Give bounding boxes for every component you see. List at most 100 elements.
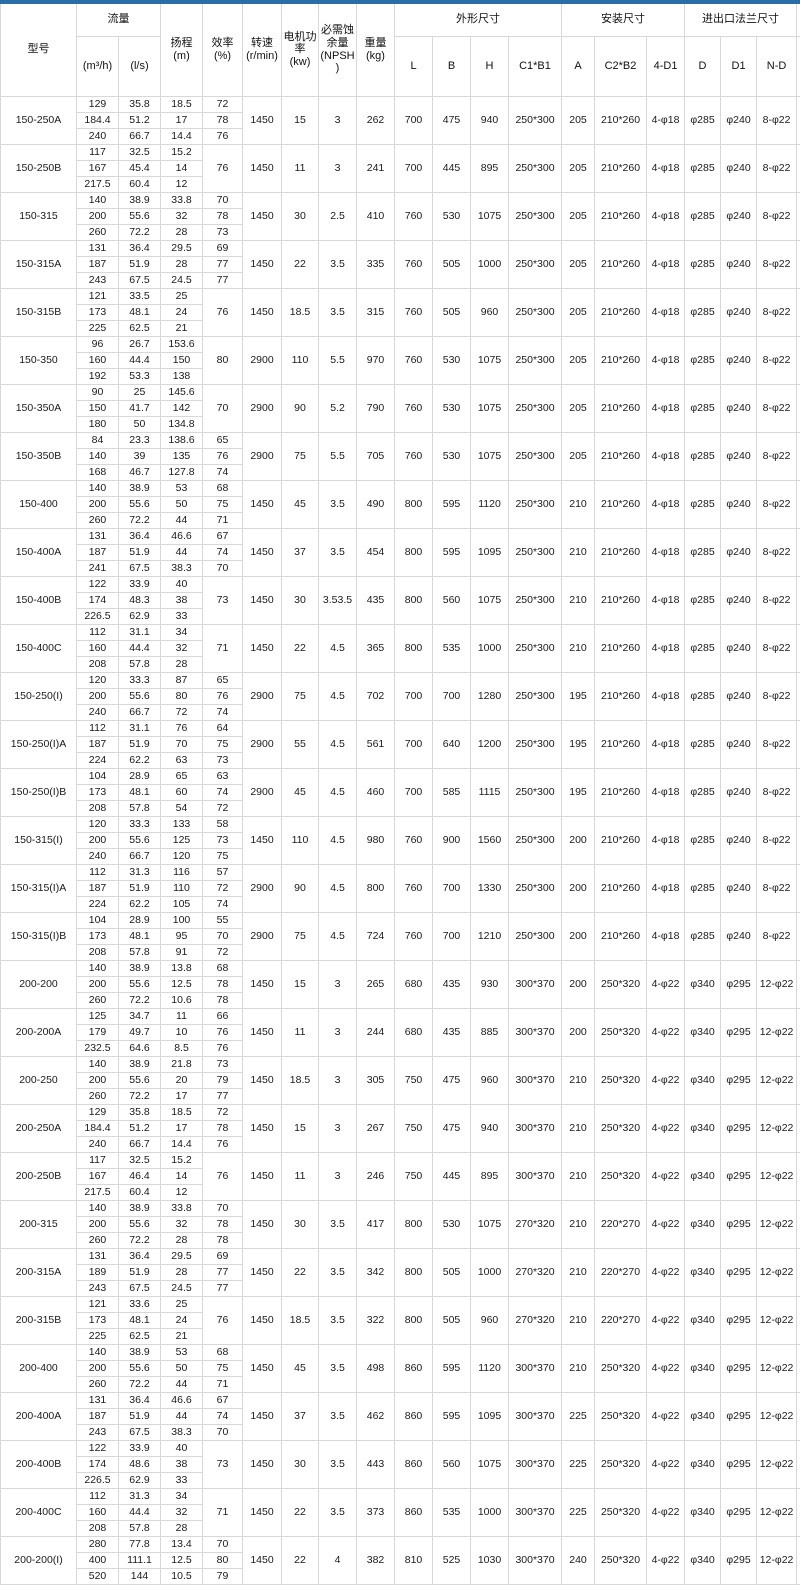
cell-head: 18.5 — [161, 1104, 203, 1120]
cell-head: 24 — [161, 304, 203, 320]
cell-flow-ls: 33.6 — [119, 1296, 161, 1312]
cell-outline-B: 595 — [433, 528, 471, 576]
cell-head: 24 — [161, 1312, 203, 1328]
cell-flow-ls: 48.1 — [119, 928, 161, 944]
cell-outline-L: 760 — [395, 336, 433, 384]
cell-head: 87 — [161, 672, 203, 688]
cell-flow-ls: 144 — [119, 1568, 161, 1584]
cell-outline-L: 760 — [395, 288, 433, 336]
cell-outline-C1B1: 250*300 — [509, 576, 562, 624]
cell-flange-ND: 8-φ22 — [757, 864, 797, 912]
cell-efficiency: 71 — [203, 1488, 243, 1536]
cell-flow-m3h: 243 — [77, 272, 119, 288]
cell-flow-m3h: 140 — [77, 960, 119, 976]
cell-head: 95 — [161, 928, 203, 944]
cell-install-4D1: 4-φ18 — [647, 528, 685, 576]
th-flow-m3h: (m³/h) — [77, 36, 119, 96]
cell-model: 200-250A — [1, 1104, 77, 1152]
cell-flow-m3h: 200 — [77, 496, 119, 512]
cell-install-C2B2: 250*320 — [595, 1344, 647, 1392]
cell-model: 150-250A — [1, 96, 77, 144]
cell-flow-m3h: 224 — [77, 752, 119, 768]
cell-motor-power: 22 — [282, 1248, 319, 1296]
cell-flow-ls: 36.4 — [119, 240, 161, 256]
cell-flow-m3h: 184.4 — [77, 1120, 119, 1136]
cell-efficiency: 79 — [203, 1072, 243, 1088]
cell-head: 125 — [161, 832, 203, 848]
cell-install-A: 205 — [562, 336, 595, 384]
cell-flow-ls: 35.8 — [119, 96, 161, 112]
cell-install-4D1: 4-φ18 — [647, 480, 685, 528]
cell-flange-D: φ285 — [685, 96, 721, 144]
cell-damper-spec: JGD3-3 — [797, 1488, 800, 1536]
cell-npsh: 3 — [319, 1008, 357, 1056]
cell-flow-ls: 67.5 — [119, 272, 161, 288]
cell-motor-power: 22 — [282, 1488, 319, 1536]
cell-motor-power: 45 — [282, 1344, 319, 1392]
cell-outline-H: 1000 — [471, 1488, 509, 1536]
cell-head: 29.5 — [161, 1248, 203, 1264]
cell-npsh: 4 — [319, 1536, 357, 1584]
cell-head: 38 — [161, 592, 203, 608]
cell-flow-m3h: 208 — [77, 944, 119, 960]
cell-efficiency: 68 — [203, 960, 243, 976]
cell-efficiency: 70 — [203, 192, 243, 208]
cell-flow-m3h: 184.4 — [77, 112, 119, 128]
cell-outline-H: 1075 — [471, 336, 509, 384]
cell-flow-ls: 28.9 — [119, 768, 161, 784]
th-flange-D1: D1 — [721, 36, 757, 96]
cell-damper-spec: JGD3-3 — [797, 1344, 800, 1392]
cell-model: 150-250B — [1, 144, 77, 192]
th-install-4D1: 4-D1 — [647, 36, 685, 96]
cell-flange-D: φ285 — [685, 144, 721, 192]
cell-head: 8.5 — [161, 1040, 203, 1056]
cell-flow-ls: 44.4 — [119, 352, 161, 368]
cell-install-4D1: 4-φ18 — [647, 672, 685, 720]
cell-efficiency: 78 — [203, 208, 243, 224]
cell-model: 150-250(I) — [1, 672, 77, 720]
cell-install-A: 210 — [562, 1152, 595, 1200]
cell-motor-power: 37 — [282, 528, 319, 576]
cell-install-A: 200 — [562, 816, 595, 864]
cell-outline-L: 810 — [395, 1536, 433, 1584]
cell-outline-B: 700 — [433, 672, 471, 720]
cell-efficiency: 74 — [203, 896, 243, 912]
cell-flow-m3h: 240 — [77, 128, 119, 144]
cell-outline-B: 445 — [433, 1152, 471, 1200]
cell-flange-D1: φ295 — [721, 1296, 757, 1344]
cell-flow-m3h: 241 — [77, 560, 119, 576]
cell-motor-power: 75 — [282, 672, 319, 720]
cell-flange-D1: φ240 — [721, 864, 757, 912]
cell-damper-spec: JGD3-2 — [797, 1536, 800, 1584]
cell-flange-D1: φ295 — [721, 960, 757, 1008]
cell-efficiency: 78 — [203, 1120, 243, 1136]
cell-speed: 1450 — [243, 1344, 282, 1392]
cell-model: 200-400A — [1, 1392, 77, 1440]
cell-install-4D1: 4-φ22 — [647, 1392, 685, 1440]
cell-efficiency: 74 — [203, 544, 243, 560]
cell-efficiency: 77 — [203, 1264, 243, 1280]
cell-speed: 1450 — [243, 144, 282, 192]
cell-flow-ls: 57.8 — [119, 800, 161, 816]
cell-npsh: 3.5 — [319, 1440, 357, 1488]
cell-efficiency: 78 — [203, 112, 243, 128]
cell-flange-D: φ285 — [685, 528, 721, 576]
cell-weight: 724 — [357, 912, 395, 960]
cell-outline-C1B1: 300*370 — [509, 1488, 562, 1536]
cell-flow-m3h: 243 — [77, 1424, 119, 1440]
cell-flow-m3h: 104 — [77, 768, 119, 784]
cell-weight: 244 — [357, 1008, 395, 1056]
cell-head: 33 — [161, 1472, 203, 1488]
cell-flow-m3h: 112 — [77, 864, 119, 880]
cell-efficiency: 76 — [203, 128, 243, 144]
cell-head: 120 — [161, 848, 203, 864]
cell-flow-m3h: 180 — [77, 416, 119, 432]
cell-install-A: 200 — [562, 864, 595, 912]
cell-flow-m3h: 240 — [77, 1136, 119, 1152]
cell-flange-D: φ285 — [685, 480, 721, 528]
cell-install-4D1: 4-φ18 — [647, 144, 685, 192]
